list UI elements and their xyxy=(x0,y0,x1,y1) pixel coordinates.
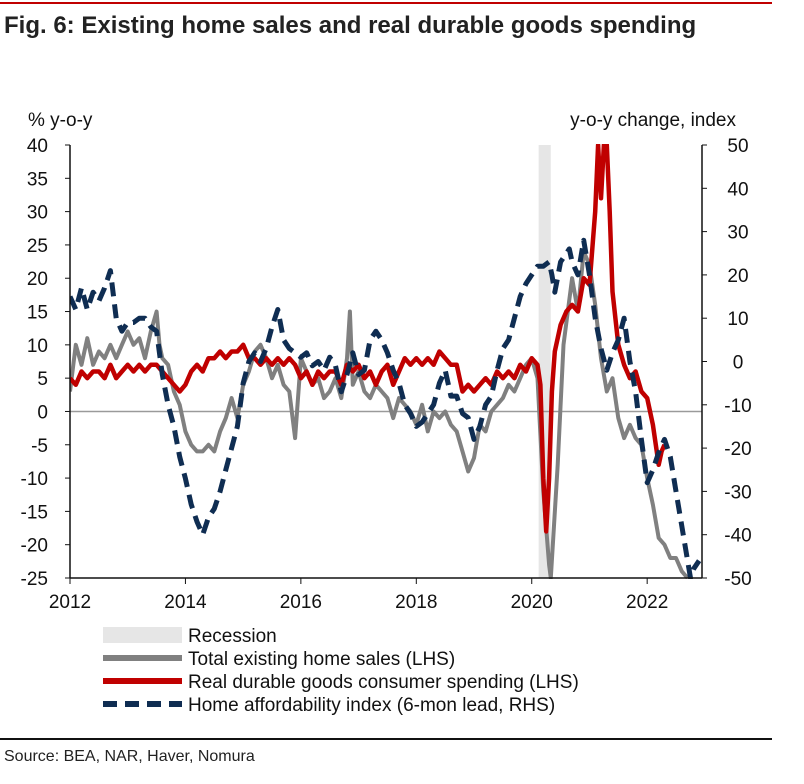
y-right-tick-label: 30 xyxy=(727,223,748,244)
home-sales-line xyxy=(70,249,690,579)
legend-label: Home affordability index (6-mon lead, RH… xyxy=(188,695,555,716)
y-left-tick-label: -10 xyxy=(21,469,48,490)
y-left-tick-label: 5 xyxy=(37,369,48,390)
y-right-tick-label: 50 xyxy=(727,136,748,157)
y-right-tick-label: 0 xyxy=(733,353,744,374)
y-left-tick-label: 35 xyxy=(27,169,48,190)
x-tick-label: 2018 xyxy=(395,592,437,613)
y-right-tick-label: 10 xyxy=(727,309,748,330)
x-tick-label: 2022 xyxy=(626,592,668,613)
legend-label: Real durable goods consumer spending (LH… xyxy=(188,672,579,693)
bottom-rule xyxy=(0,738,772,740)
y-left-tick-label: -25 xyxy=(21,569,48,590)
y-left-tick-label: 25 xyxy=(27,236,48,257)
y-right-tick-label: 20 xyxy=(727,266,748,287)
y-right-tick-label: -20 xyxy=(724,439,751,460)
y-left-tick-label: 10 xyxy=(27,336,48,357)
y-right-tick-label: -40 xyxy=(724,526,751,547)
y-left-tick-label: 20 xyxy=(27,269,48,290)
legend-label: Recession xyxy=(188,626,277,647)
y-left-tick-label: -5 xyxy=(31,436,48,457)
x-tick-label: 2014 xyxy=(164,592,207,613)
y-right-tick-label: 40 xyxy=(727,179,748,200)
x-tick-label: 2012 xyxy=(49,592,91,613)
axes: 4035302520151050-5-10-15-20-255040302010… xyxy=(21,136,752,613)
series-layer xyxy=(70,144,702,579)
x-tick-label: 2016 xyxy=(280,592,322,613)
y-left-tick-label: 0 xyxy=(37,402,48,423)
source-note: Source: BEA, NAR, Haver, Nomura xyxy=(4,748,255,765)
chart: % y-o-y y-o-y change, index 40 35 30 25 20 15… xyxy=(21,110,752,716)
chart-title: Fig. 6: Existing home sales and real dur… xyxy=(4,12,697,39)
y-left-tick-label: -15 xyxy=(21,502,48,523)
y-left-tick-label: 30 xyxy=(27,203,48,224)
y-right-tick-label: -30 xyxy=(724,482,751,503)
y-right-tick-label: -10 xyxy=(724,396,751,417)
y-axis-right-label: y-o-y change, index xyxy=(570,110,736,131)
x-tick-label: 2020 xyxy=(511,592,553,613)
top-rule xyxy=(0,2,772,4)
y-left-tick-label: -20 xyxy=(21,536,48,557)
y-axis-left-label: % y-o-y xyxy=(28,110,93,131)
y-left-tick-label: 15 xyxy=(27,303,48,324)
y-left-tick-label: 40 xyxy=(27,136,48,157)
legend-swatch-recession xyxy=(103,627,182,643)
durable-spending-line xyxy=(70,144,667,534)
y-right-tick-label: -50 xyxy=(724,569,751,590)
legend-label: Total existing home sales (LHS) xyxy=(188,649,455,670)
affordability-line xyxy=(70,237,702,579)
